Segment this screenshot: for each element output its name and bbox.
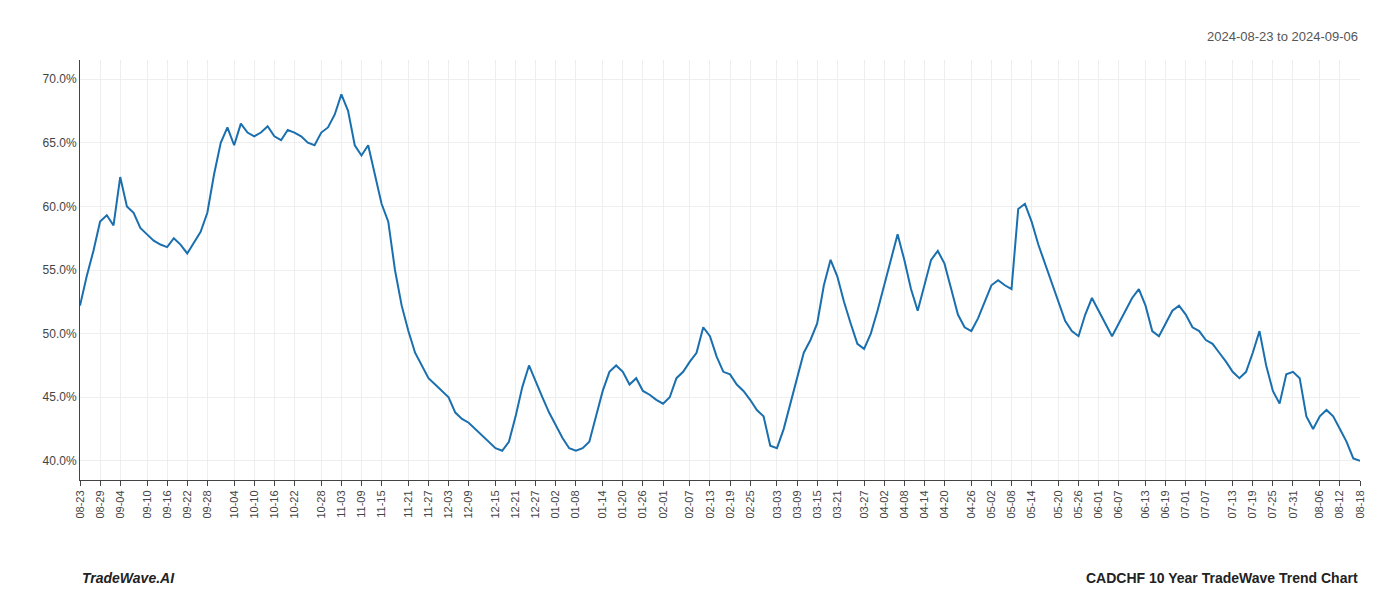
svg-text:04-26: 04-26 [965,490,977,518]
svg-text:07-19: 07-19 [1246,490,1258,518]
svg-text:08-18: 08-18 [1354,490,1366,518]
svg-text:03-09: 03-09 [791,490,803,518]
svg-text:01-14: 01-14 [596,490,608,518]
svg-text:06-07: 06-07 [1112,490,1124,518]
svg-text:06-01: 06-01 [1092,490,1104,518]
svg-text:01-02: 01-02 [549,490,561,518]
svg-text:50.0%: 50.0% [43,327,77,341]
svg-text:11-03: 11-03 [335,490,347,517]
svg-text:05-20: 05-20 [1052,490,1064,518]
svg-text:02-19: 02-19 [724,490,736,518]
svg-text:03-15: 03-15 [811,490,823,518]
svg-text:11-21: 11-21 [402,490,414,517]
svg-text:06-19: 06-19 [1159,490,1171,518]
svg-text:05-14: 05-14 [1025,490,1037,518]
svg-text:09-28: 09-28 [201,490,213,518]
svg-text:02-07: 02-07 [683,490,695,518]
svg-text:07-07: 07-07 [1199,490,1211,518]
svg-text:60.0%: 60.0% [43,200,77,214]
svg-text:04-14: 04-14 [918,490,930,518]
svg-text:02-25: 02-25 [744,490,756,518]
svg-text:11-09: 11-09 [355,490,367,517]
svg-text:65.0%: 65.0% [43,136,77,150]
svg-text:02-01: 02-01 [657,490,669,518]
svg-text:10-16: 10-16 [268,490,280,518]
svg-text:CADCHF 10 Year TradeWave Trend: CADCHF 10 Year TradeWave Trend Chart [1086,570,1358,586]
svg-text:12-15: 12-15 [489,490,501,518]
svg-text:09-10: 09-10 [141,490,153,518]
svg-text:12-21: 12-21 [509,490,521,518]
svg-text:12-27: 12-27 [529,490,541,518]
svg-text:07-31: 07-31 [1287,490,1299,518]
svg-text:11-27: 11-27 [422,490,434,517]
svg-text:07-13: 07-13 [1226,490,1238,518]
svg-text:03-21: 03-21 [831,490,843,518]
svg-text:01-20: 01-20 [616,490,628,518]
svg-text:45.0%: 45.0% [43,390,77,404]
svg-text:09-16: 09-16 [161,490,173,518]
svg-text:08-23: 08-23 [74,490,86,518]
svg-text:10-04: 10-04 [228,490,240,518]
svg-text:04-20: 04-20 [938,490,950,518]
svg-text:07-25: 07-25 [1266,490,1278,518]
svg-text:05-02: 05-02 [985,490,997,518]
svg-text:70.0%: 70.0% [43,72,77,86]
svg-text:08-12: 08-12 [1333,490,1345,518]
svg-text:11-15: 11-15 [375,490,387,517]
svg-text:07-01: 07-01 [1179,490,1191,518]
svg-text:01-08: 01-08 [569,490,581,518]
svg-text:09-04: 09-04 [114,490,126,518]
svg-text:03-03: 03-03 [771,490,783,518]
svg-text:40.0%: 40.0% [43,454,77,468]
svg-text:2024-08-23 to 2024-09-06: 2024-08-23 to 2024-09-06 [1207,29,1358,44]
svg-text:04-02: 04-02 [878,490,890,518]
svg-text:08-29: 08-29 [94,490,106,518]
svg-text:TradeWave.AI: TradeWave.AI [82,570,175,586]
svg-text:55.0%: 55.0% [43,263,77,277]
svg-text:01-26: 01-26 [637,490,649,518]
svg-text:12-03: 12-03 [442,490,454,518]
svg-text:02-13: 02-13 [704,490,716,518]
svg-text:09-22: 09-22 [181,490,193,518]
svg-text:08-06: 08-06 [1313,490,1325,518]
svg-text:03-27: 03-27 [858,490,870,518]
svg-text:05-26: 05-26 [1072,490,1084,518]
svg-text:05-08: 05-08 [1005,490,1017,518]
svg-text:10-10: 10-10 [248,490,260,518]
svg-text:06-13: 06-13 [1139,490,1151,518]
svg-text:10-22: 10-22 [288,490,300,518]
svg-text:12-09: 12-09 [462,490,474,518]
svg-text:10-28: 10-28 [315,490,327,518]
svg-text:04-08: 04-08 [898,490,910,518]
